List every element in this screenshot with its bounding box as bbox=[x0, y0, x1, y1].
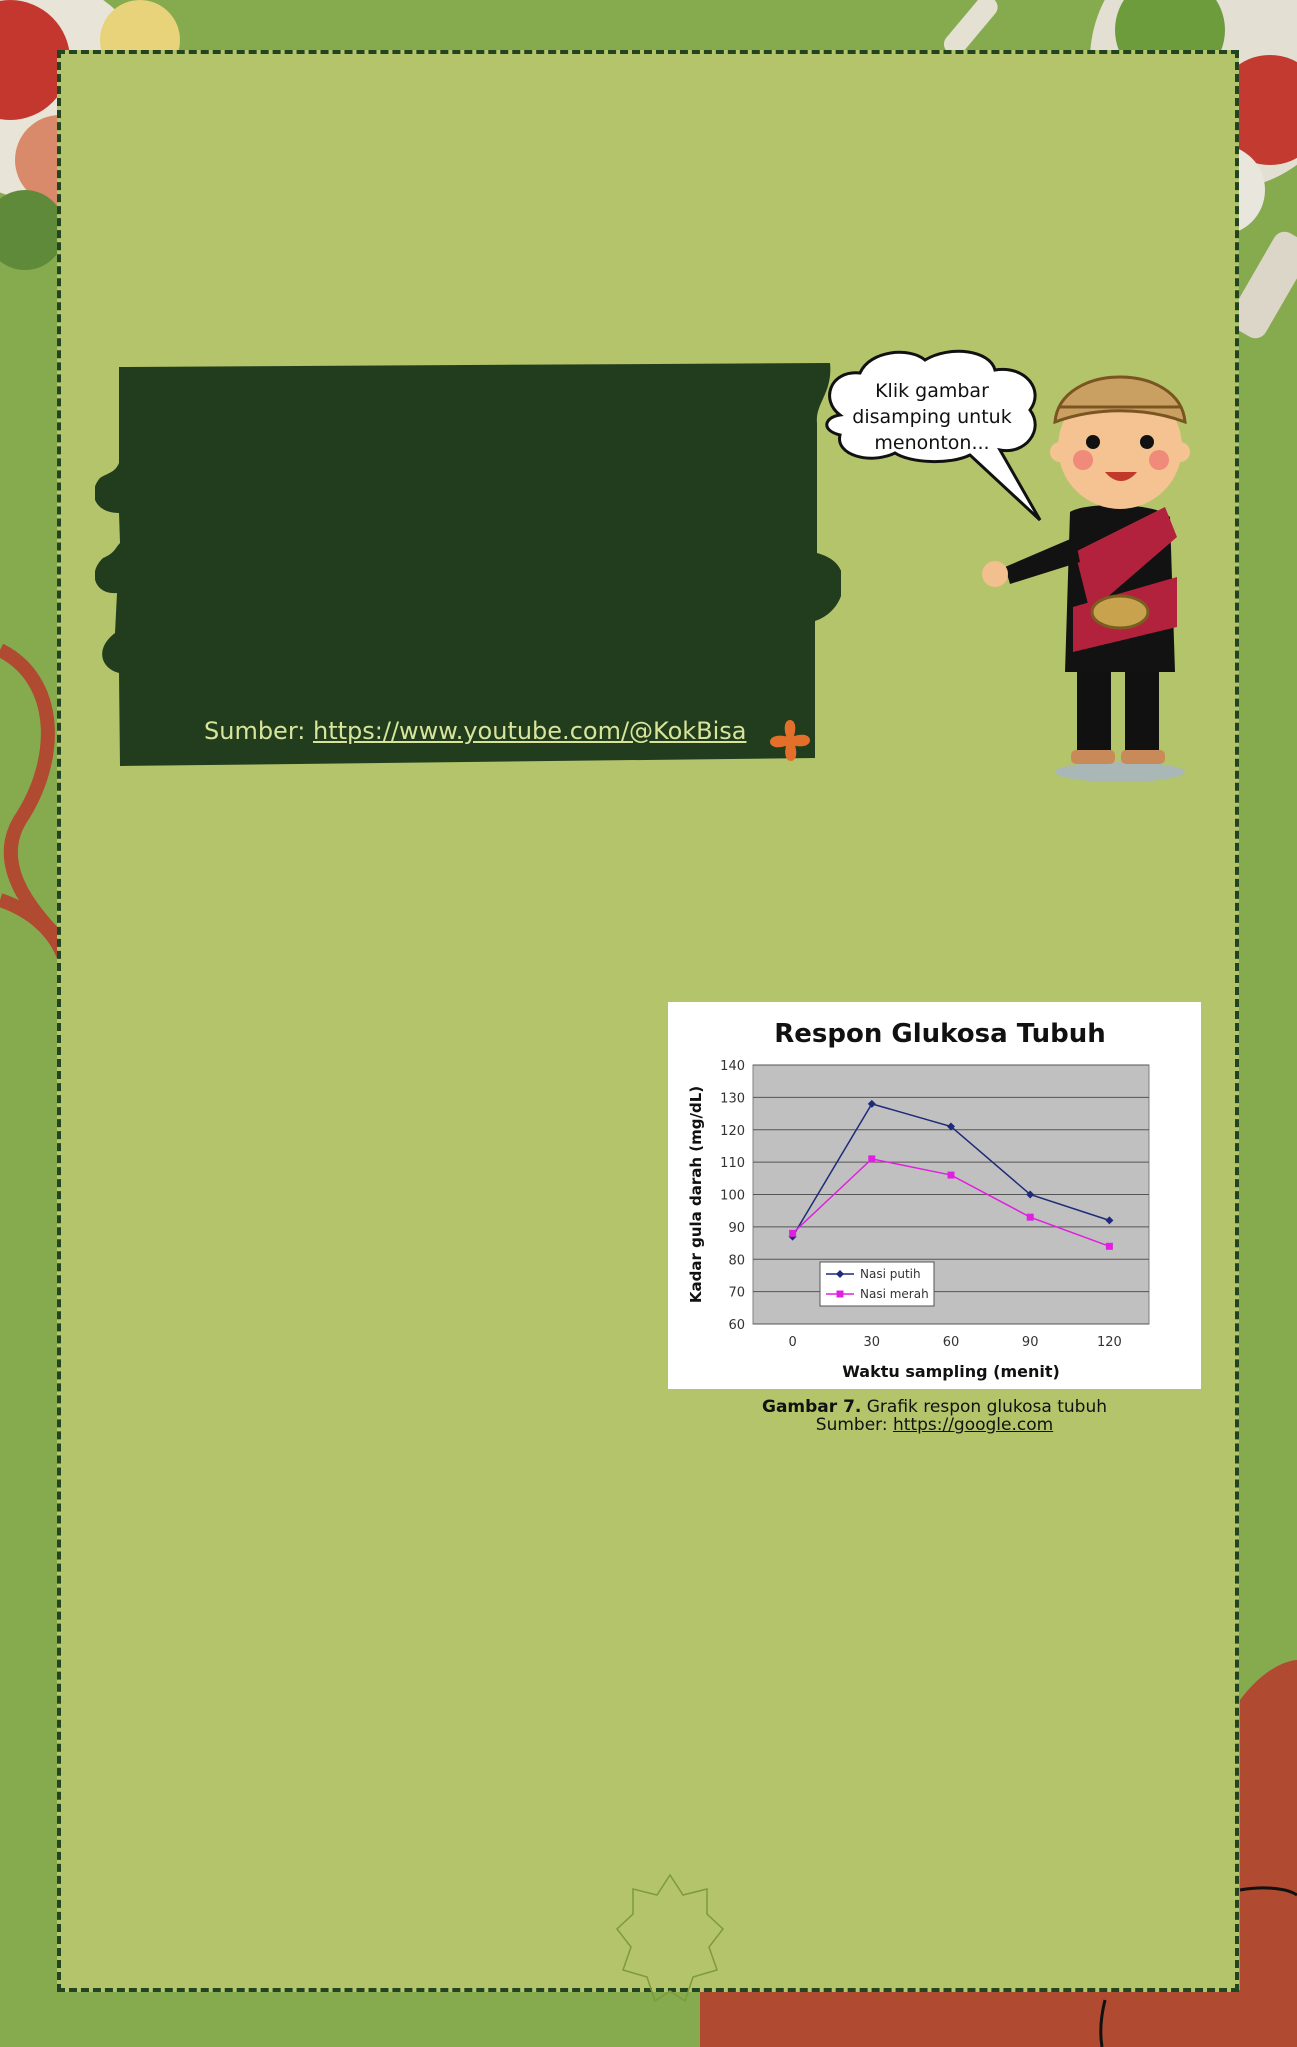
y-tick-label: 110 bbox=[720, 1156, 745, 1171]
star-outline-decoration bbox=[615, 1873, 725, 2003]
caption-source-prefix: Sumber: bbox=[815, 1415, 893, 1435]
x-axis-label: Waktu sampling (menit) bbox=[842, 1362, 1060, 1381]
legend-label: Nasi putih bbox=[860, 1267, 921, 1281]
chart-svg: Respon Glukosa Tubuh 60 70 80 90 100 110 120 130… bbox=[687, 1019, 1150, 1381]
data-point bbox=[1105, 1242, 1113, 1250]
y-tick-label: 90 bbox=[728, 1221, 745, 1236]
data-point bbox=[947, 1122, 955, 1131]
video-thumbnail[interactable] bbox=[93, 363, 844, 771]
speech-line-1: Klik gambar bbox=[875, 380, 989, 402]
chart-title: Respon Glukosa Tubuh bbox=[774, 1019, 1105, 1049]
data-point bbox=[1026, 1190, 1035, 1199]
x-tick-label: 90 bbox=[1022, 1335, 1039, 1350]
video-source: Sumber: https://www.youtube.com/@KokBisa bbox=[204, 717, 747, 745]
flower-icon bbox=[770, 720, 810, 761]
data-point bbox=[789, 1229, 797, 1237]
caption-line-2: Sumber: https://google.com bbox=[668, 1416, 1201, 1434]
y-tick-label: 100 bbox=[720, 1189, 745, 1204]
traditional-character-icon[interactable] bbox=[965, 352, 1205, 788]
y-tick-label: 130 bbox=[720, 1091, 745, 1106]
legend-marker bbox=[836, 1270, 844, 1278]
x-tick-label: 0 bbox=[788, 1335, 796, 1350]
caption-label: Gambar 7. bbox=[761, 1397, 862, 1417]
caption-text: Grafik respon glukosa tubuh bbox=[861, 1397, 1107, 1417]
caption-source-link[interactable]: https://google.com bbox=[892, 1415, 1054, 1435]
figure-caption: Gambar 7. Grafik respon glukosa tubuh Su… bbox=[668, 1398, 1201, 1434]
caption-line-1: Gambar 7. Grafik respon glukosa tubuh bbox=[668, 1398, 1201, 1416]
data-point bbox=[868, 1155, 876, 1163]
x-tick-label: 60 bbox=[943, 1335, 960, 1350]
legend-box bbox=[819, 1261, 935, 1307]
x-tick-label: 120 bbox=[1097, 1335, 1122, 1350]
glucose-response-chart[interactable]: Respon Glukosa Tubuh 60 70 80 90 100 110 120 130… bbox=[668, 1002, 1201, 1389]
data-point bbox=[867, 1099, 876, 1108]
legend-label: Nasi merah bbox=[860, 1287, 929, 1301]
speech-bubble-text: Klik gambar disamping untuk menonton... bbox=[842, 378, 1022, 456]
y-tick-label: 60 bbox=[728, 1318, 745, 1333]
speech-line-3: menonton... bbox=[874, 432, 990, 454]
video-source-prefix: Sumber: bbox=[204, 717, 306, 745]
x-tick-label: 30 bbox=[864, 1335, 881, 1350]
speech-line-2: disamping untuk bbox=[852, 406, 1012, 428]
data-point bbox=[947, 1171, 955, 1179]
y-tick-label: 120 bbox=[720, 1124, 745, 1139]
y-tick-label: 80 bbox=[728, 1253, 745, 1268]
speech-bubble bbox=[825, 349, 1042, 522]
y-tick-label: 140 bbox=[720, 1059, 745, 1074]
y-tick-label: 70 bbox=[728, 1286, 745, 1301]
video-source-link[interactable]: https://www.youtube.com/@KokBisa bbox=[313, 717, 747, 745]
data-point bbox=[1105, 1216, 1114, 1225]
y-axis-label: Kadar gula darah (mg/dL) bbox=[687, 1086, 705, 1303]
legend-marker bbox=[836, 1290, 844, 1298]
data-point bbox=[1026, 1213, 1034, 1221]
